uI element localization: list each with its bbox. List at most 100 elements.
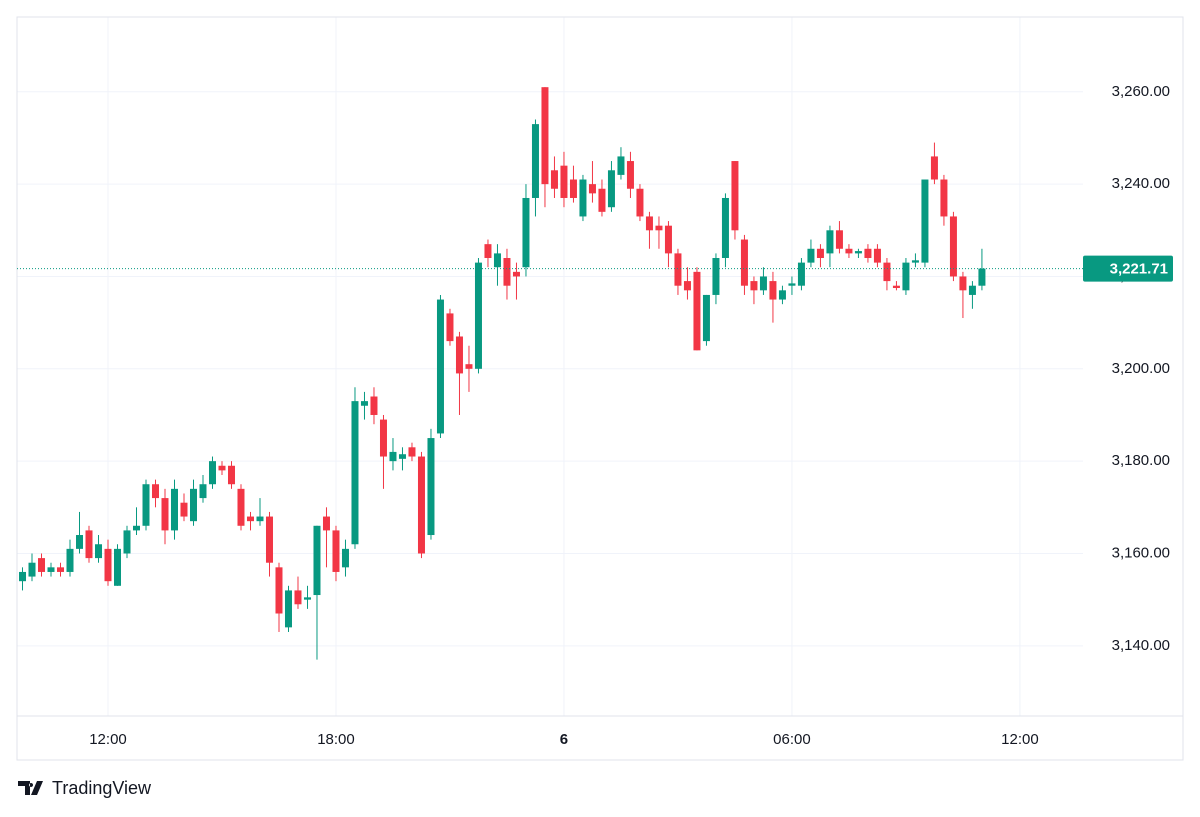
candle-body — [588, 184, 596, 194]
candle-body — [180, 502, 188, 517]
candle-body — [303, 597, 311, 600]
candle-body — [474, 262, 482, 369]
candle-body — [712, 258, 720, 295]
candle-body — [427, 438, 435, 536]
brand-name: TradingView — [52, 778, 152, 798]
last-price-box — [1083, 255, 1173, 282]
candle-body — [930, 156, 938, 180]
candle-body — [778, 290, 786, 300]
candle-body — [826, 230, 834, 254]
candle-body — [740, 239, 748, 286]
candle-body — [626, 161, 634, 189]
candle-body — [465, 364, 473, 369]
candle-body — [664, 225, 672, 254]
candle-body — [750, 281, 758, 291]
candle-body — [949, 216, 957, 277]
candle-body — [66, 548, 74, 572]
candle-body — [284, 590, 292, 628]
y-tick-label: 3,180.00 — [1112, 452, 1170, 469]
chart-frame — [16, 16, 1184, 761]
candle-body — [892, 285, 900, 289]
candle-body — [883, 262, 891, 282]
candle-body — [797, 262, 805, 286]
candle-body — [902, 262, 910, 291]
candle-body — [436, 299, 444, 434]
candle-body — [417, 456, 425, 554]
candle-body — [95, 544, 103, 559]
candle-body — [978, 268, 986, 286]
x-tick-label: 6 — [560, 731, 568, 748]
candle-body — [541, 87, 549, 185]
candle-body — [769, 281, 777, 300]
candle-body — [702, 294, 710, 342]
logo-icon — [18, 781, 43, 795]
candle-body — [560, 165, 568, 198]
y-tick-label: 3,260.00 — [1112, 83, 1170, 100]
candle-body — [246, 516, 254, 522]
candle-body — [968, 285, 976, 295]
candle-body — [360, 401, 368, 406]
candle-body — [123, 530, 131, 554]
candle-body — [455, 336, 463, 374]
x-tick-label: 12:00 — [1001, 731, 1039, 748]
candle-body — [114, 548, 122, 586]
brand-logo: TradingView — [18, 778, 152, 798]
candle-body — [104, 548, 112, 582]
candle-body — [57, 567, 65, 572]
candle-body — [531, 124, 539, 198]
candle-body — [370, 396, 378, 415]
candle-body — [237, 488, 245, 526]
candle-body — [19, 571, 27, 582]
candle-body — [142, 484, 150, 526]
candle-body — [47, 567, 55, 572]
candle-body — [227, 465, 235, 485]
candle-body — [294, 590, 302, 605]
candle-body — [835, 230, 843, 249]
candle-body — [389, 451, 397, 462]
candle-body — [569, 179, 577, 198]
candle-body — [132, 525, 140, 531]
candle-body — [28, 562, 36, 577]
candle-body — [512, 271, 520, 277]
candle-body — [959, 276, 967, 291]
candle-body — [607, 170, 615, 208]
candle-body — [636, 188, 644, 217]
candle-body — [788, 283, 796, 286]
candle-body — [161, 498, 169, 531]
candle-body — [816, 248, 824, 259]
candle-body — [807, 248, 815, 263]
candle-body — [313, 525, 321, 596]
candle-body — [674, 253, 682, 286]
candle-body — [189, 488, 197, 522]
candle-body — [854, 251, 862, 254]
y-tick-label: 3,140.00 — [1112, 637, 1170, 654]
candle-body — [921, 179, 929, 263]
candle-body — [845, 248, 853, 254]
candle-body — [645, 216, 653, 231]
candle-body — [721, 197, 729, 259]
candle-body — [408, 447, 416, 457]
x-tick-label: 12:00 — [89, 731, 127, 748]
y-tick-label: 3,160.00 — [1112, 544, 1170, 561]
candle-body — [199, 484, 207, 499]
candle-body — [332, 530, 340, 572]
candle-body — [218, 465, 226, 471]
x-tick-label: 18:00 — [317, 731, 355, 748]
candle-body — [446, 313, 454, 342]
candle-body — [398, 454, 406, 459]
candle-body — [85, 530, 93, 559]
candle-body — [256, 516, 264, 522]
candle-body — [208, 461, 216, 485]
candle-body — [503, 258, 511, 286]
candle-body — [322, 516, 330, 531]
candle-body — [617, 156, 625, 175]
last-price-label: 3,221.71 — [1110, 261, 1168, 278]
candle-body — [873, 248, 881, 263]
candle-body — [484, 244, 492, 259]
candle-body — [76, 535, 84, 549]
candle-body — [522, 197, 530, 268]
candle-body — [170, 488, 178, 531]
candle-body — [579, 179, 587, 217]
y-tick-label: 3,200.00 — [1112, 360, 1170, 377]
